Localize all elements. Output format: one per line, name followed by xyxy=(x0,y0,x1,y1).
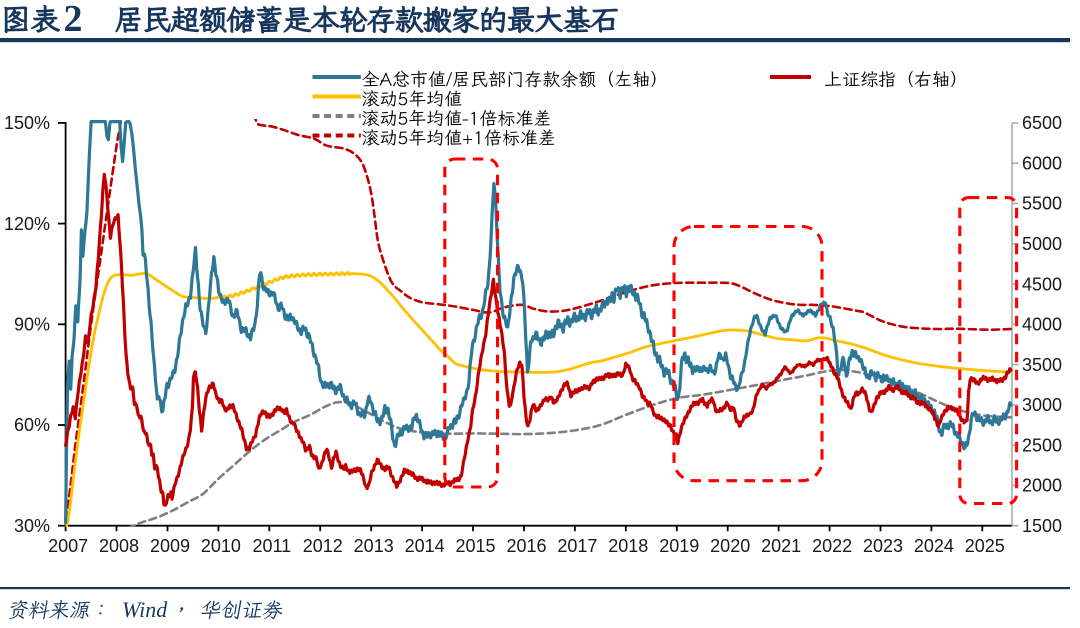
svg-text:2007: 2007 xyxy=(48,536,88,556)
svg-text:2018: 2018 xyxy=(608,536,648,556)
svg-text:Wind: Wind xyxy=(122,597,168,622)
svg-text:1500: 1500 xyxy=(1022,516,1062,536)
svg-text:2008: 2008 xyxy=(99,536,139,556)
svg-text:2025: 2025 xyxy=(965,536,1005,556)
svg-text:3500: 3500 xyxy=(1022,355,1062,375)
svg-text:2024: 2024 xyxy=(914,536,954,556)
svg-text:2022: 2022 xyxy=(812,536,852,556)
svg-text:4500: 4500 xyxy=(1022,274,1062,294)
svg-text:5000: 5000 xyxy=(1022,234,1062,254)
svg-text:2011: 2011 xyxy=(252,536,291,556)
svg-text:5500: 5500 xyxy=(1022,194,1062,214)
svg-text:2010: 2010 xyxy=(201,536,241,556)
svg-text:4000: 4000 xyxy=(1022,315,1062,335)
svg-text:2014: 2014 xyxy=(405,536,445,556)
svg-text:2017: 2017 xyxy=(557,536,597,556)
svg-text:2012: 2012 xyxy=(303,536,343,556)
svg-text:30%: 30% xyxy=(14,516,50,536)
svg-text:90%: 90% xyxy=(14,315,50,335)
svg-text:150%: 150% xyxy=(4,113,50,133)
svg-text:3000: 3000 xyxy=(1022,395,1062,415)
svg-text:120%: 120% xyxy=(4,214,50,234)
svg-text:2000: 2000 xyxy=(1022,476,1062,496)
svg-text:2023: 2023 xyxy=(863,536,903,556)
svg-text:6500: 6500 xyxy=(1022,113,1062,133)
svg-text:2021: 2021 xyxy=(761,536,801,556)
svg-text:6000: 6000 xyxy=(1022,153,1062,173)
svg-text:2: 2 xyxy=(64,0,83,40)
svg-text:2016: 2016 xyxy=(506,536,546,556)
svg-text:60%: 60% xyxy=(14,415,50,435)
svg-text:2500: 2500 xyxy=(1022,435,1062,455)
svg-text:2019: 2019 xyxy=(659,536,699,556)
svg-text:2013: 2013 xyxy=(354,536,394,556)
svg-text:2015: 2015 xyxy=(455,536,495,556)
svg-text:2020: 2020 xyxy=(710,536,750,556)
svg-text:2009: 2009 xyxy=(150,536,190,556)
